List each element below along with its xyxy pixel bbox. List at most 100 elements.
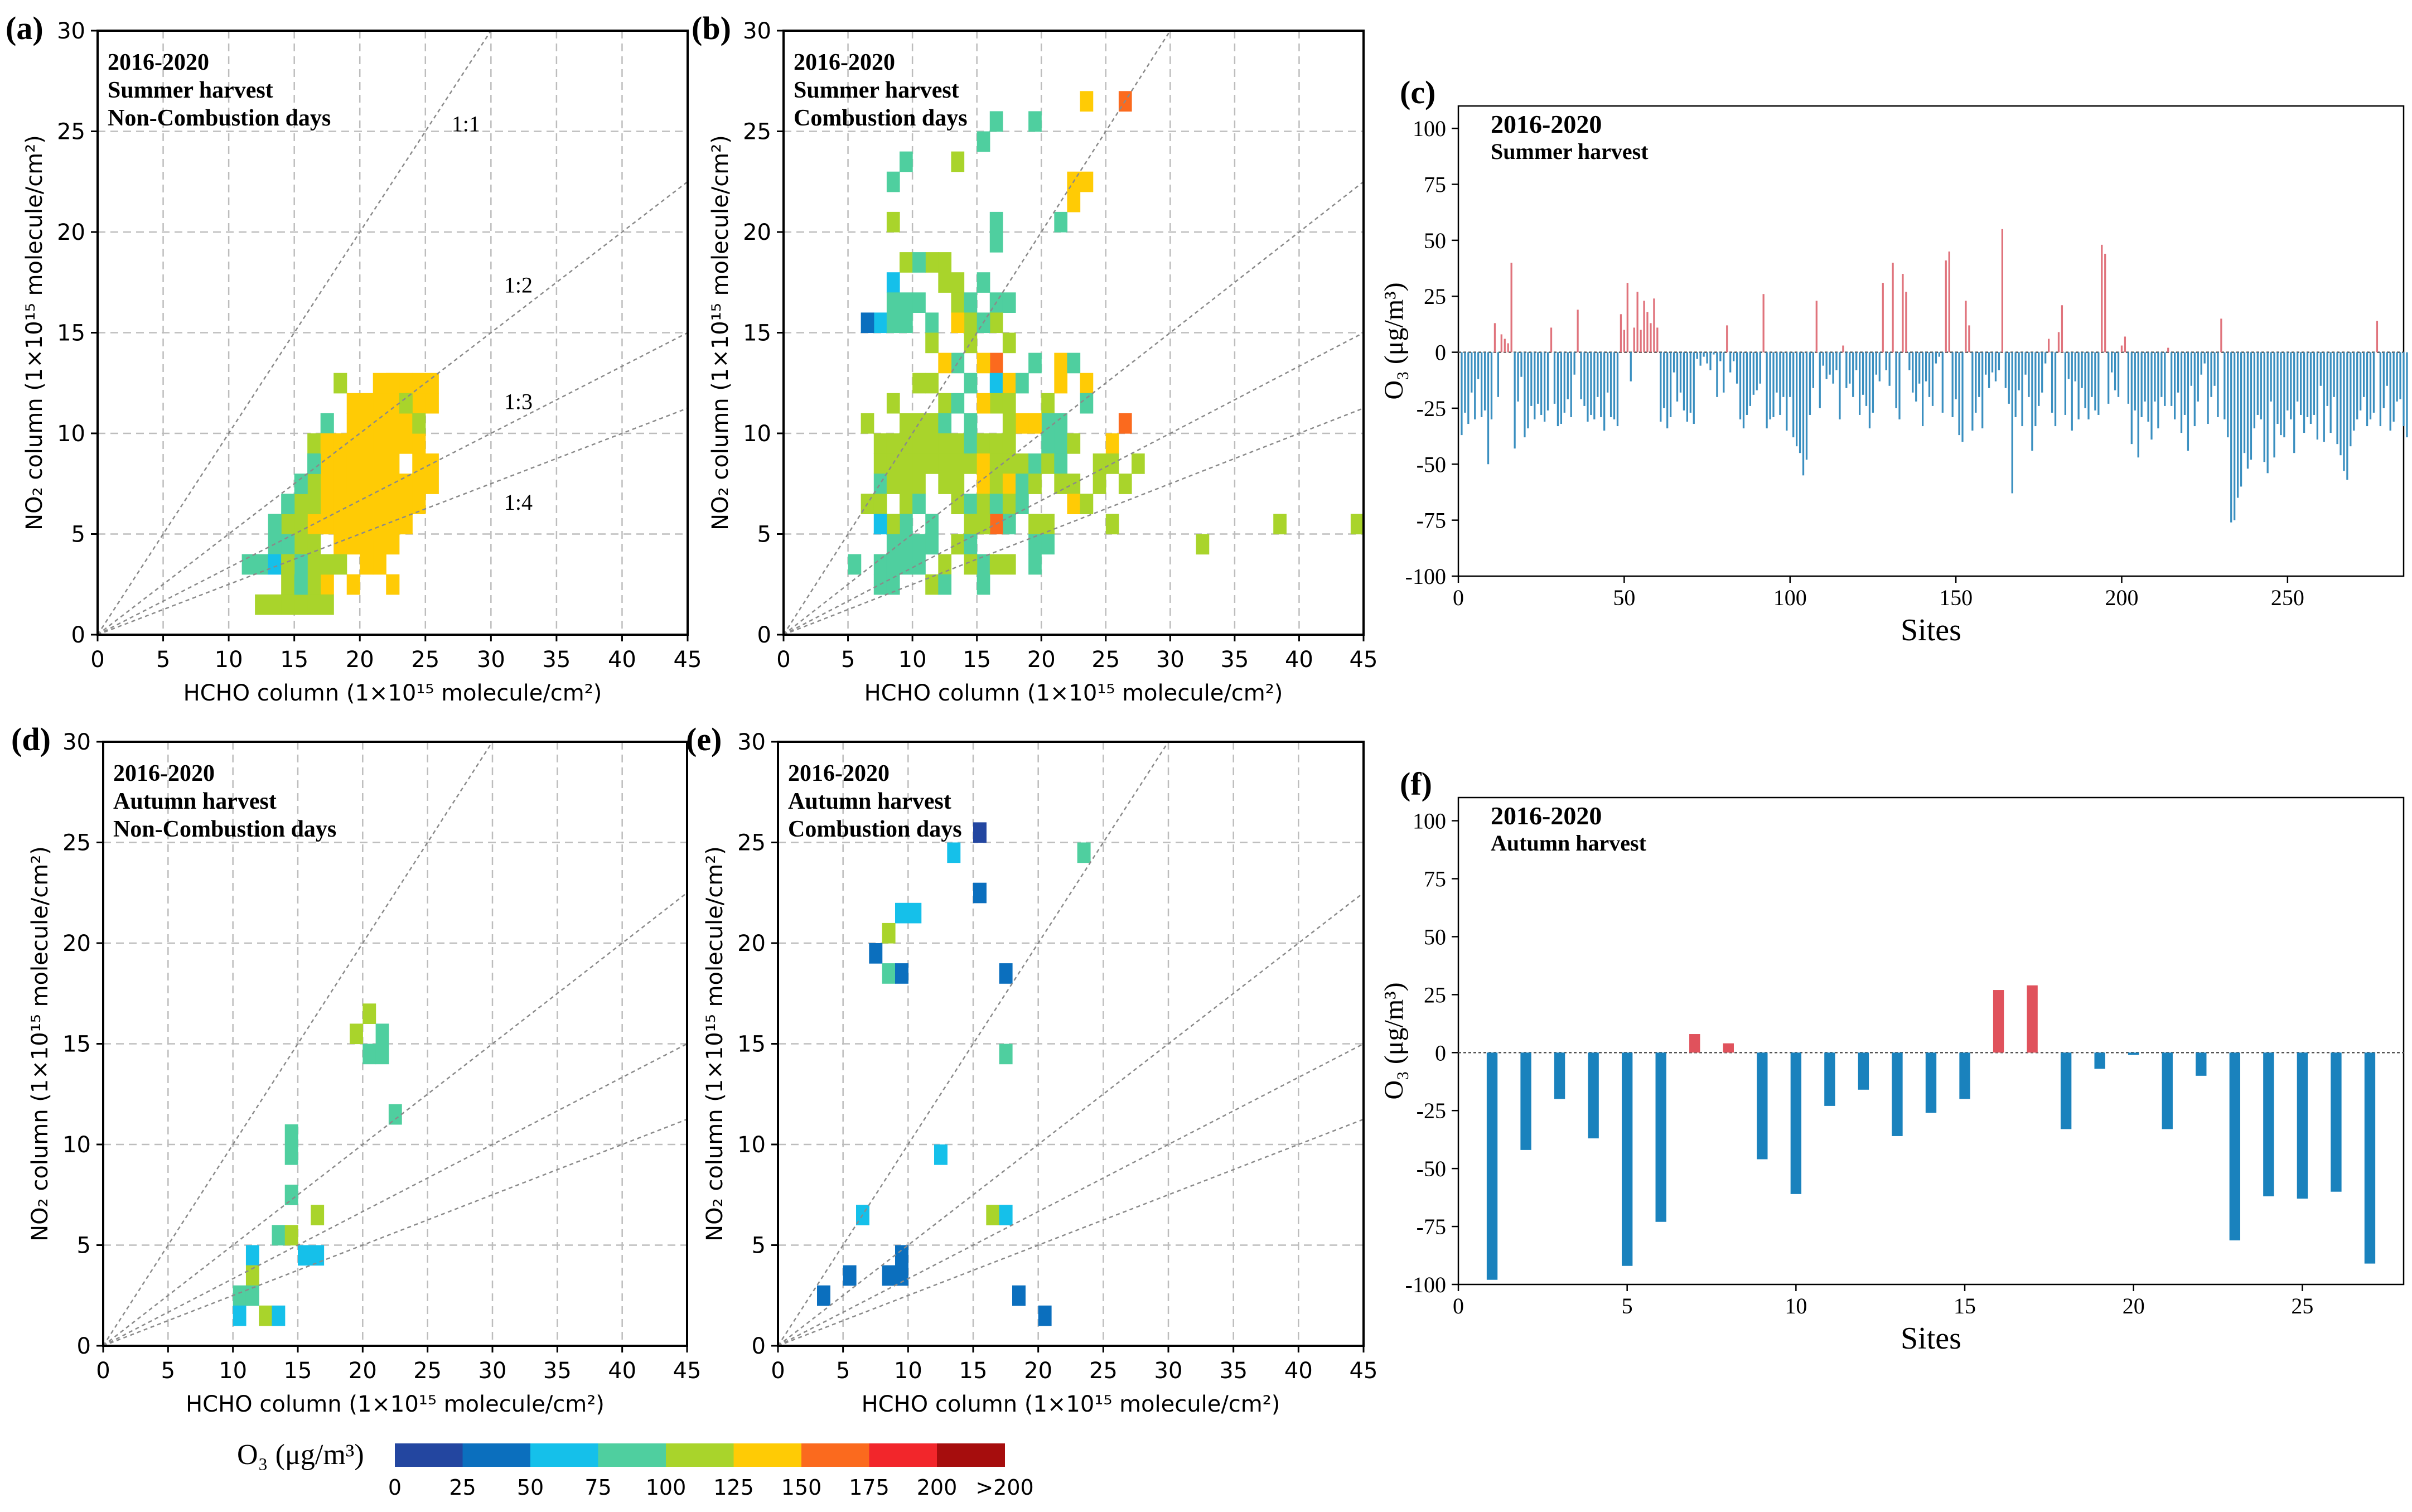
bar <box>2346 352 2348 480</box>
heat-cell <box>307 474 321 494</box>
heat-cell <box>886 574 900 595</box>
bar <box>2372 352 2375 413</box>
heat-cell <box>350 1023 363 1045</box>
bar <box>2217 352 2219 417</box>
ratio-label: 1:3 <box>504 389 533 414</box>
heat-cell <box>900 252 913 273</box>
colorbar-swatch <box>666 1443 734 1467</box>
bar <box>2124 336 2126 352</box>
heat-cell <box>925 413 939 434</box>
heat-cell <box>412 453 426 474</box>
bar <box>1593 352 1596 419</box>
heat-cell <box>977 393 990 414</box>
bar <box>1931 352 1934 406</box>
heat-cell <box>938 272 952 293</box>
colorbar-swatch <box>462 1443 531 1467</box>
y-tick-label: 25 <box>743 119 771 145</box>
y-tick-label: 15 <box>62 1032 91 1057</box>
bar <box>1759 352 1761 384</box>
heat-cell <box>1054 413 1068 434</box>
plot-frame <box>1457 796 2405 1286</box>
x-tick-label: 0 <box>90 647 104 673</box>
bar <box>2220 318 2222 352</box>
bar <box>2081 352 2083 388</box>
heat-cell <box>1080 91 1094 112</box>
x-tick-label: 20 <box>1027 647 1056 673</box>
heat-cell <box>388 1104 402 1125</box>
bar <box>1719 352 1722 361</box>
heat-cell <box>1016 494 1029 514</box>
heat-cell <box>311 1205 325 1225</box>
bar <box>2134 352 2136 410</box>
bar <box>2360 352 2362 410</box>
bar <box>1822 352 1824 366</box>
bar <box>1862 352 1864 395</box>
y-axis-label: O₃ (μg/m³) <box>1379 982 1409 1099</box>
annotation-line: Summer harvest <box>794 78 959 103</box>
bar <box>2366 352 2369 427</box>
y-tick-label: 5 <box>77 1233 91 1259</box>
bar <box>1858 352 1861 415</box>
y-tick-label: -75 <box>1417 1214 1446 1239</box>
bar <box>2167 347 2169 352</box>
heat-cell <box>360 433 374 454</box>
y-tick-label: 20 <box>62 931 91 957</box>
heat-cell <box>1077 842 1091 863</box>
bar <box>2031 352 2033 451</box>
heat-cell <box>245 1245 259 1266</box>
bar <box>2047 339 2050 352</box>
heat-cell <box>320 574 334 595</box>
heat-cell <box>281 574 295 595</box>
heat-cell <box>1041 534 1055 555</box>
bar <box>2060 1052 2072 1129</box>
bar <box>2399 352 2401 399</box>
bar <box>2137 352 2139 458</box>
heat-cell <box>977 433 990 454</box>
heat-cell <box>925 514 939 535</box>
bar <box>2018 352 2020 390</box>
heat-cell <box>900 312 913 334</box>
bar <box>1723 1043 1734 1053</box>
heat-cell <box>964 312 978 334</box>
x-axis-label: Sites <box>1901 1321 1961 1356</box>
x-tick-label: 30 <box>477 647 505 673</box>
x-tick-label: 200 <box>2105 585 2138 610</box>
y-tick-label: 50 <box>1424 228 1446 253</box>
heat-cell <box>817 1285 830 1306</box>
y-tick-label: 25 <box>57 119 85 145</box>
bar <box>1988 352 1990 388</box>
heat-cell <box>1016 413 1029 434</box>
heat-cell <box>373 453 386 474</box>
x-tick-label: 15 <box>280 647 308 673</box>
colorbar-label: O₃ (μg/m³) <box>237 1439 364 1471</box>
heat-cell <box>938 252 952 273</box>
bar <box>2246 352 2249 469</box>
x-tick-label: 10 <box>215 647 243 673</box>
bar <box>2127 352 2130 404</box>
bar <box>1673 352 1675 373</box>
bar <box>2061 305 2063 352</box>
bar <box>2234 352 2236 520</box>
heat-cell <box>320 413 334 434</box>
bar <box>1669 352 1672 417</box>
bar <box>1749 352 1752 406</box>
colorbar-swatch <box>395 1443 463 1467</box>
bar <box>1948 251 1950 352</box>
heat-cell <box>999 963 1013 984</box>
bar <box>1885 352 1887 370</box>
heat-cell <box>938 574 952 595</box>
bar <box>1660 352 1662 422</box>
bar <box>2187 352 2189 451</box>
heat-cell <box>386 514 400 535</box>
bar <box>1938 352 1941 357</box>
bar <box>2024 352 2027 375</box>
heat-cell <box>386 474 400 494</box>
bar <box>1805 352 1808 460</box>
heat-cell <box>1105 433 1119 454</box>
y-tick-label: -50 <box>1417 1156 1446 1181</box>
bar <box>2108 352 2110 404</box>
heat-cell <box>989 312 1003 334</box>
heat-cell <box>360 474 374 494</box>
x-axis-label: HCHO column (1×10¹⁵ molecule/cm²) <box>862 1392 1280 1417</box>
bar <box>1865 352 1868 406</box>
